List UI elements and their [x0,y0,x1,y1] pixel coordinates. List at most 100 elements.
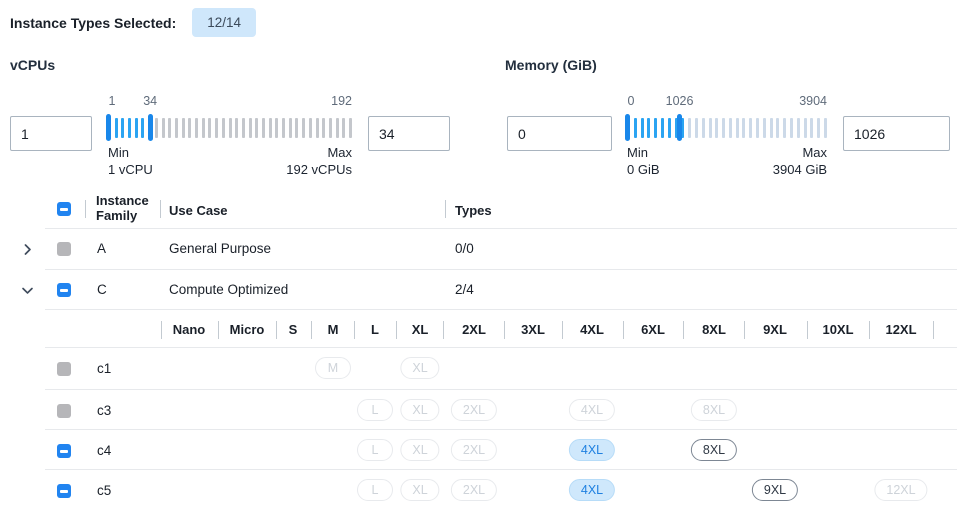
memory-max-word: Max [802,145,827,160]
slider-tick [803,118,807,138]
slider-tick [261,118,265,138]
slider-tick [342,118,346,138]
column-separator [160,200,161,218]
size-pill-4xl[interactable]: 4XL [568,439,616,461]
size-pill-2xl: 2XL [450,479,498,501]
slider-tick [349,118,352,138]
row-divider [45,269,957,270]
slider-tick [735,118,739,138]
slider-tick [783,118,787,138]
size-column-header: M [327,322,339,337]
memory-filter-title: Memory (GiB) [505,57,597,73]
slider-tick [282,118,286,138]
slider-tick [315,118,319,138]
size-pill-l: L [357,399,393,421]
slider-upper-handle[interactable] [147,114,153,141]
slider-tick [134,118,138,138]
slider-lower-value-label: 0 [627,94,635,108]
slider-tick [308,118,312,138]
memory-min-caption: Min 0 GiB [627,145,660,178]
slider-lower-handle[interactable] [105,114,111,141]
slider-tick [221,118,225,138]
vcpus-min-caption: Min 1 vCPU [108,145,153,178]
instance-row-checkbox [57,404,71,418]
slider-lower-handle[interactable] [624,114,630,141]
slider-tick [694,118,698,138]
slider-tick [181,118,185,138]
column-header-instance-family: Instance Family [96,193,149,223]
slider-tick [681,118,685,138]
memory-min-value-text: 0 GiB [627,161,660,177]
selected-count-label: Instance Types Selected: [10,14,177,31]
size-pill-8xl: 8XL [690,399,738,421]
column-separator [445,200,446,218]
instance-name: c4 [97,443,112,458]
size-pill-8xl[interactable]: 8XL [690,439,738,461]
instance-name: c3 [97,403,112,418]
slider-tick [762,118,766,138]
row-divider [45,309,957,310]
slider-tick [667,118,671,138]
instance-row-checkbox[interactable] [57,484,71,498]
family-name: A [97,241,107,256]
slider-tick [215,118,219,138]
slider-upper-value-label: 34 [143,94,158,108]
size-pill-2xl: 2XL [450,439,498,461]
size-column-separator [276,321,277,339]
slider-tick [255,118,259,138]
vcpus-max-caption: Max 192 vCPUs [108,145,352,178]
slider-tick [288,118,292,138]
vcpus-min-input[interactable] [10,116,92,151]
slider-tick [810,118,814,138]
size-column-header: 4XL [580,322,604,337]
size-column-header: 10XL [822,322,854,337]
slider-tick [633,118,637,138]
slider-tick [228,118,232,138]
slider-tick [756,118,760,138]
size-pill-l: L [357,479,393,501]
size-column-separator [396,321,397,339]
slider-tick [335,118,339,138]
memory-range-slider[interactable]: 0 1026 3904 [624,92,827,144]
collapse-row-chevron-icon[interactable] [21,284,35,298]
memory-max-input[interactable] [843,116,950,151]
slider-max-value-label: 192 [331,94,352,108]
family-use-case: Compute Optimized [169,282,289,297]
vcpus-max-value-text: 192 vCPUs [286,161,352,177]
slider-tick [701,118,705,138]
select-all-checkbox[interactable] [57,202,71,216]
slider-upper-handle[interactable] [677,114,683,141]
slider-tick [295,118,299,138]
slider-tick [154,118,158,138]
family-row-checkbox[interactable] [57,283,71,297]
memory-min-input[interactable] [507,116,612,151]
expand-row-chevron-icon[interactable] [21,243,35,257]
family-types-count: 0/0 [455,241,474,256]
vcpus-range-slider[interactable]: 1 34 192 [105,92,352,144]
size-column-header: 6XL [641,322,665,337]
slider-tick [776,118,780,138]
slider-tick [647,118,651,138]
size-column-separator [504,321,505,339]
vcpus-max-word: Max [327,145,352,160]
vcpus-min-value-text: 1 vCPU [108,161,153,177]
slider-tick [241,118,245,138]
instance-row-checkbox[interactable] [57,444,71,458]
slider-tick [640,118,644,138]
slider-tick [824,118,827,138]
size-pill-4xl[interactable]: 4XL [568,479,616,501]
slider-tick [796,118,800,138]
size-column-separator [311,321,312,339]
slider-tick [168,118,172,138]
size-column-separator [623,321,624,339]
size-column-separator [562,321,563,339]
size-pill-9xl[interactable]: 9XL [751,479,799,501]
size-pill-2xl: 2XL [450,399,498,421]
slider-lower-value-label: 1 [108,94,116,108]
size-column-header: 2XL [462,322,486,337]
row-divider [45,228,957,229]
vcpus-max-input[interactable] [368,116,450,151]
selection-summary: Instance Types Selected: 12/14 [10,8,257,37]
slider-tick [128,118,132,138]
memory-max-value-text: 3904 GiB [772,161,827,177]
